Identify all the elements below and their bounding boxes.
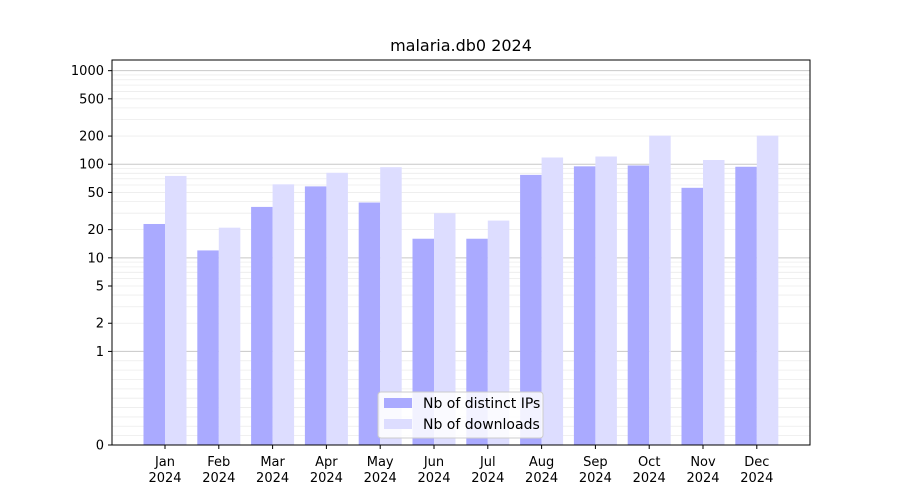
y-tick-label: 100 xyxy=(79,158,104,173)
bar-downloads xyxy=(218,227,241,445)
legend-box xyxy=(377,391,544,439)
legend-label-downloads: Nb of downloads xyxy=(423,417,540,433)
x-tick-label-year: 2024 xyxy=(633,471,666,486)
bar-distinct-ips xyxy=(251,206,273,445)
x-tick-label-year: 2024 xyxy=(525,471,558,486)
y-tick-label: 1 xyxy=(96,345,104,360)
x-tick-label-month: Apr xyxy=(315,455,338,470)
y-tick-label: 500 xyxy=(79,92,104,107)
x-tick-label-month: May xyxy=(367,455,394,470)
x-tick-label-month: Sep xyxy=(583,455,608,470)
legend-label-ips: Nb of distinct IPs xyxy=(423,396,540,412)
x-tick-label-year: 2024 xyxy=(740,471,773,486)
x-tick-label-month: Jun xyxy=(423,455,444,470)
y-tick-label: 20 xyxy=(87,223,104,238)
bar-distinct-ips xyxy=(143,223,165,445)
bar-distinct-ips xyxy=(197,250,219,445)
bar-downloads xyxy=(165,175,187,445)
bar-downloads xyxy=(649,135,671,445)
bar-downloads xyxy=(272,184,295,445)
bar-downloads xyxy=(380,167,402,446)
x-tick-label-month: Jul xyxy=(479,455,496,470)
bar-distinct-ips xyxy=(358,202,381,445)
x-tick-label-year: 2024 xyxy=(417,471,450,486)
x-tick-label-year: 2024 xyxy=(364,471,397,486)
x-tick-label-year: 2024 xyxy=(686,471,719,486)
legend: Nb of distinct IPs Nb of downloads xyxy=(377,391,544,439)
y-tick-label: 0 xyxy=(96,439,104,454)
y-tick-label: 10 xyxy=(87,251,104,266)
bar-distinct-ips xyxy=(735,166,757,446)
bar-downloads xyxy=(434,213,456,445)
x-tick-label-year: 2024 xyxy=(256,471,289,486)
x-tick-label-month: Oct xyxy=(638,455,660,470)
x-tick-label-month: Mar xyxy=(260,455,285,470)
x-tick-label-month: Feb xyxy=(207,455,230,470)
bar-distinct-ips xyxy=(573,166,596,445)
chart-title: malaria.db0 2024 xyxy=(390,36,532,55)
legend-swatch-downloads xyxy=(384,419,412,429)
bar-downloads xyxy=(756,135,779,445)
x-tick-label-month: Aug xyxy=(529,455,554,470)
x-tick-label-year: 2024 xyxy=(202,471,235,486)
x-axis: Jan2024Feb2024Mar2024Apr2024May2024Jun20… xyxy=(148,445,773,486)
bar-distinct-ips xyxy=(627,165,650,446)
x-tick-label-month: Dec xyxy=(744,455,769,470)
y-tick-label: 50 xyxy=(87,186,104,201)
x-tick-label-year: 2024 xyxy=(471,471,504,486)
x-tick-label-month: Jan xyxy=(154,455,175,470)
y-tick-label: 1000 xyxy=(71,64,104,79)
y-tick-label: 5 xyxy=(96,280,104,295)
x-tick-label-year: 2024 xyxy=(148,471,181,486)
bar-distinct-ips xyxy=(520,174,542,445)
bar-downloads xyxy=(595,156,617,446)
y-axis: 0 1 2 5 10 20 50 100 200 500 1000 xyxy=(71,64,112,454)
bar-downloads xyxy=(487,220,510,445)
x-tick-label-month: Nov xyxy=(690,455,716,470)
y-tick-label: 200 xyxy=(79,130,104,145)
x-tick-label-year: 2024 xyxy=(310,471,343,486)
bar-downloads xyxy=(541,157,564,445)
bar-downloads xyxy=(703,160,725,445)
x-tick-label-year: 2024 xyxy=(579,471,612,486)
y-tick-label: 2 xyxy=(96,317,104,332)
bar-distinct-ips xyxy=(304,186,327,445)
bar-distinct-ips xyxy=(681,187,703,445)
legend-swatch-ips xyxy=(384,398,412,408)
bar-downloads xyxy=(326,172,348,445)
plot-frame xyxy=(111,59,811,446)
